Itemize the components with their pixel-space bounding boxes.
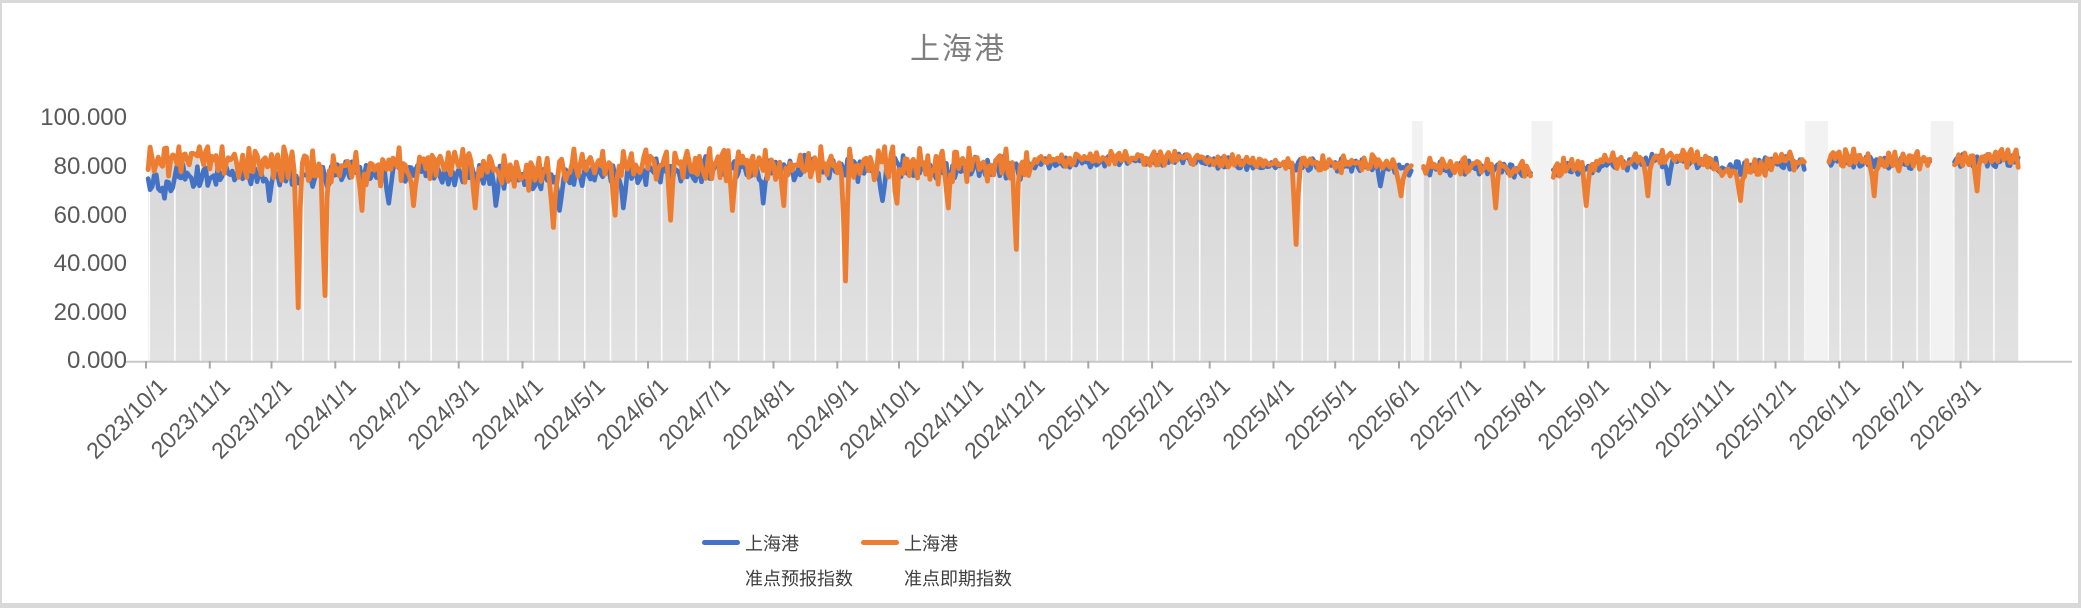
legend-item-spot-index: 上海港 准点即期指数 — [861, 527, 1012, 597]
y-axis-label: 80.000 — [53, 153, 127, 180]
y-axis-label: 100.000 — [40, 104, 127, 131]
chart-title: 上海港 — [910, 33, 1006, 66]
y-axis-label: 40.000 — [53, 250, 127, 277]
legend-line-swatch-blue — [702, 540, 740, 545]
data-gap-columns — [1412, 121, 1954, 361]
line-series-spot-index — [145, 144, 2021, 311]
legend-label-forecast-index: 上海港 准点预报指数 — [745, 534, 853, 589]
y-axis-label: 60.000 — [53, 202, 127, 229]
y-axis-label: 0.000 — [66, 347, 127, 374]
y-axis-label: 20.000 — [53, 299, 127, 326]
legend-label-spot-index: 上海港 准点即期指数 — [904, 534, 1012, 589]
legend-item-forecast-index: 上海港 准点预报指数 — [702, 527, 853, 597]
x-axis-ticks — [145, 361, 1962, 369]
legend-line-swatch-orange — [861, 540, 899, 545]
